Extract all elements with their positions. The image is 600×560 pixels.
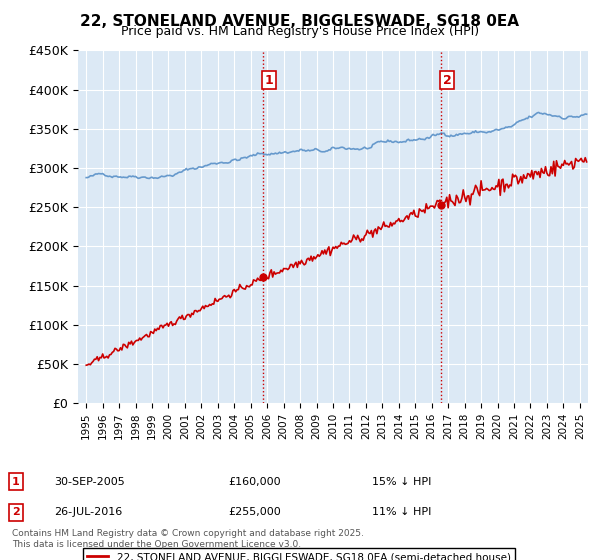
Text: 2: 2: [12, 507, 20, 517]
Text: 22, STONELAND AVENUE, BIGGLESWADE, SG18 0EA: 22, STONELAND AVENUE, BIGGLESWADE, SG18 …: [80, 14, 520, 29]
Text: 1: 1: [12, 477, 20, 487]
Legend: 22, STONELAND AVENUE, BIGGLESWADE, SG18 0EA (semi-detached house), HPI: Average : 22, STONELAND AVENUE, BIGGLESWADE, SG18 …: [83, 548, 515, 560]
Text: 26-JUL-2016: 26-JUL-2016: [54, 507, 122, 517]
Text: Contains HM Land Registry data © Crown copyright and database right 2025.
This d: Contains HM Land Registry data © Crown c…: [12, 529, 364, 549]
Text: £255,000: £255,000: [228, 507, 281, 517]
Text: £160,000: £160,000: [228, 477, 281, 487]
Text: 15% ↓ HPI: 15% ↓ HPI: [372, 477, 431, 487]
Text: 30-SEP-2005: 30-SEP-2005: [54, 477, 125, 487]
Text: 1: 1: [265, 74, 274, 87]
Text: Price paid vs. HM Land Registry's House Price Index (HPI): Price paid vs. HM Land Registry's House …: [121, 25, 479, 38]
Text: 2: 2: [443, 74, 452, 87]
Text: 11% ↓ HPI: 11% ↓ HPI: [372, 507, 431, 517]
